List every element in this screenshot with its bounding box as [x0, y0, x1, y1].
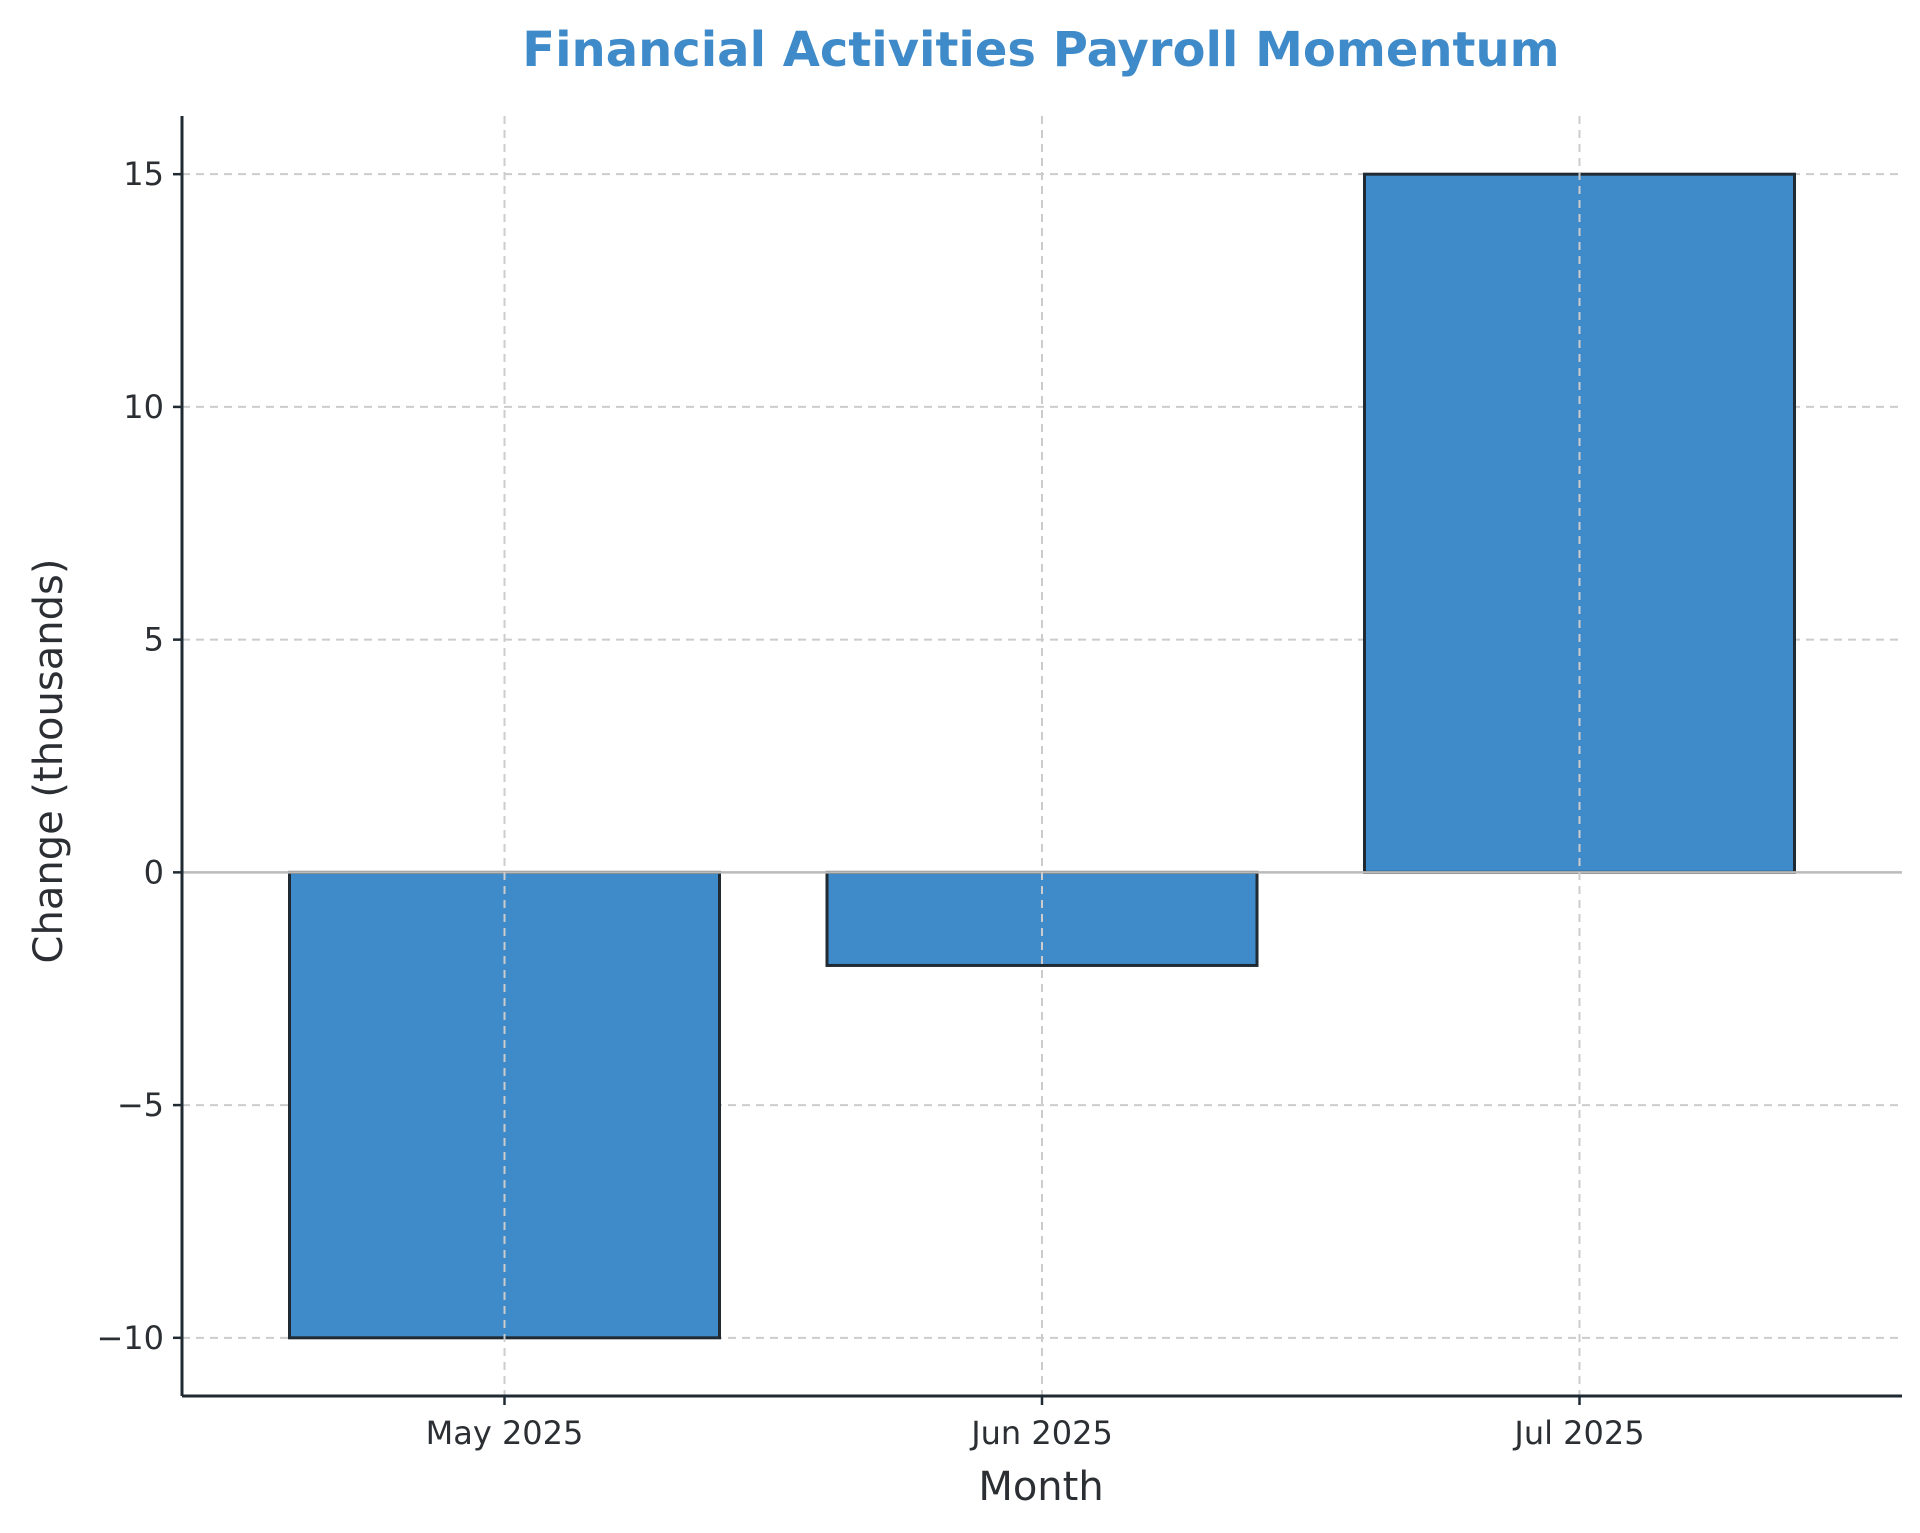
x-tick-label: May 2025 [426, 1414, 584, 1452]
y-tick-labels: −10 −5 0 5 10 15 [96, 155, 182, 1357]
x-axis-label: Month [978, 1464, 1103, 1510]
chart-title: Financial Activities Payroll Momentum [522, 22, 1559, 78]
x-tick-label: Jun 2025 [969, 1414, 1113, 1452]
x-tick-labels: May 2025 Jun 2025 Jul 2025 [426, 1396, 1645, 1452]
y-tick-label: 5 [144, 621, 164, 659]
x-tick-label: Jul 2025 [1512, 1414, 1644, 1452]
y-tick-label: −5 [117, 1086, 164, 1124]
y-tick-label: 15 [123, 155, 164, 193]
y-tick-label: 0 [144, 853, 164, 891]
y-axis-label: Change (thousands) [26, 559, 72, 964]
y-tick-label: 10 [123, 388, 164, 426]
y-tick-label: −10 [96, 1319, 164, 1357]
vertical-grid-overlay [503, 116, 1581, 1396]
